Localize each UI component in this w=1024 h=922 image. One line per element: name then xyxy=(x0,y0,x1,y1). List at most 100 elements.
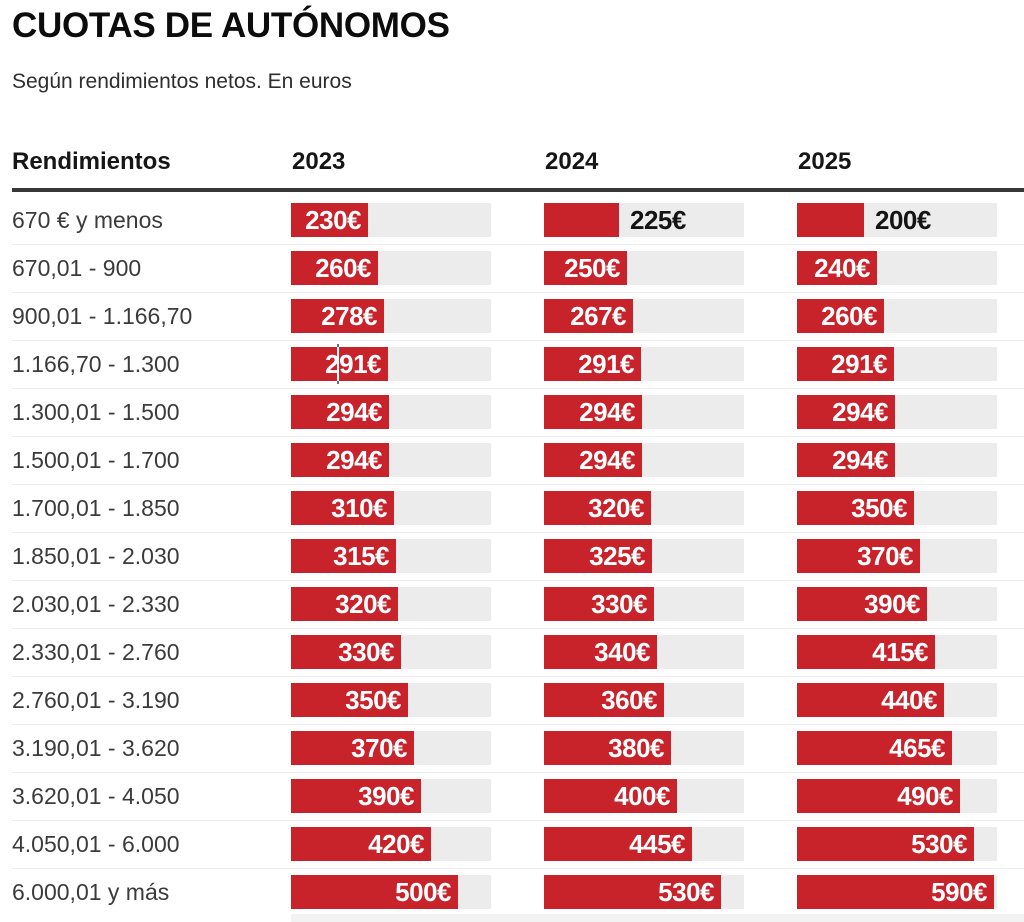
bar-track-2025: 294€ xyxy=(797,443,997,477)
bar-value-label-2025: 440€ xyxy=(881,685,937,715)
bar-2025: 530€ xyxy=(797,827,974,861)
bar-2023: 370€ xyxy=(291,731,414,765)
bar-track-2024: 294€ xyxy=(544,395,744,429)
income-bracket-label: 1.850,01 - 2.030 xyxy=(12,543,180,569)
bar-value-label-2024: 250€ xyxy=(564,253,620,283)
income-bracket-label: 4.050,01 - 6.000 xyxy=(12,831,180,857)
bar-2024: 445€ xyxy=(544,827,692,861)
bar-2024: 380€ xyxy=(544,731,671,765)
bar-track-2023: 320€ xyxy=(291,587,491,621)
bar-value-label-2024: 530€ xyxy=(658,877,714,907)
table-row: 4.050,01 - 6.000 420€ 445€ 530€ xyxy=(0,820,1024,868)
bar-track-2025: 465€ xyxy=(797,731,997,765)
bar-2024: 267€ xyxy=(544,299,633,333)
bar-2023: 291€ xyxy=(291,344,388,384)
bar-2025: 294€ xyxy=(797,443,895,477)
column-header-2025: 2025 xyxy=(798,148,852,175)
bar-2024: 294€ xyxy=(544,443,642,477)
bar-2023: 260€ xyxy=(291,251,378,285)
bar-value-label-2023: 294€ xyxy=(326,445,382,475)
bar-2023: 500€ xyxy=(291,875,458,909)
bar-value-label-2023: 310€ xyxy=(331,493,387,523)
bar-track-2023: 350€ xyxy=(291,683,491,717)
income-bracket-label: 2.760,01 - 3.190 xyxy=(12,687,180,713)
bar-track-2025: 390€ xyxy=(797,587,997,621)
bar-track-2025: 530€ xyxy=(797,827,997,861)
bar-value-label-2025: 465€ xyxy=(889,733,945,763)
column-header-2024: 2024 xyxy=(545,148,599,175)
bar-track-2024: 320€ xyxy=(544,491,744,525)
table-row: 1.700,01 - 1.850 310€ 320€ 350€ xyxy=(0,484,1024,532)
bar-2023: 320€ xyxy=(291,587,398,621)
bar-value-label-2025: 200€ xyxy=(875,205,931,235)
bar-2024: 225€ xyxy=(544,203,686,237)
income-bracket-label: 670 € y menos xyxy=(12,207,163,233)
bar-value-label-2023: 500€ xyxy=(395,877,451,907)
income-bracket-label: 2.030,01 - 2.330 xyxy=(12,591,180,617)
bar-value-label-2024: 330€ xyxy=(591,589,647,619)
bar-value-label-2024: 380€ xyxy=(608,733,664,763)
bar-value-label-2023: 315€ xyxy=(333,541,389,571)
bar-2023: 350€ xyxy=(291,683,408,717)
bar-value-label-2025: 390€ xyxy=(864,589,920,619)
bar-2025: 240€ xyxy=(797,251,877,285)
bar-value-label-2025: 291€ xyxy=(831,349,887,379)
bar-value-label-2025: 490€ xyxy=(897,781,953,811)
bar-2025: 390€ xyxy=(797,587,927,621)
bar-2024: 400€ xyxy=(544,779,677,813)
bar-value-label-2024: 340€ xyxy=(594,637,650,667)
table-row: 2.330,01 - 2.760 330€ 340€ 415€ xyxy=(0,628,1024,676)
table-row: 670 € y menos 230€ 225€ 200€ xyxy=(0,196,1024,244)
bar-track-2025: 200€ xyxy=(797,203,997,237)
bar-value-label-2024: 400€ xyxy=(614,781,670,811)
bar-track-2023: 294€ xyxy=(291,395,491,429)
income-bracket-label: 900,01 - 1.166,70 xyxy=(12,303,193,329)
bar-track-2024: 380€ xyxy=(544,731,744,765)
table-row: 6.000,01 y más 500€ 530€ 590€ xyxy=(0,868,1024,916)
column-header-2023: 2023 xyxy=(292,148,346,175)
table-row: 1.166,70 - 1.300 291€ 291€ 291€ xyxy=(0,340,1024,388)
table-body: 670 € y menos 230€ 225€ 200€ 670,01 - 90… xyxy=(0,196,1024,916)
bar-track-2023: 230€ xyxy=(291,203,491,237)
bar-2025: 590€ xyxy=(797,875,994,909)
bar-track-2025: 370€ xyxy=(797,539,997,573)
bar-value-label-2025: 530€ xyxy=(911,829,967,859)
chart-title: CUOTAS DE AUTÓNOMOS xyxy=(12,6,450,45)
bar-value-label-2025: 240€ xyxy=(814,253,870,283)
bar-2023: 230€ xyxy=(291,203,368,237)
bar-track-2023: 291€ xyxy=(291,344,491,384)
bar-2025: 415€ xyxy=(797,635,935,669)
bar-track-2023: 370€ xyxy=(291,731,491,765)
bar-value-label-2023: 330€ xyxy=(338,637,394,667)
bar-track-2024: 400€ xyxy=(544,779,744,813)
bar-2025: 370€ xyxy=(797,539,920,573)
income-bracket-label: 1.500,01 - 1.700 xyxy=(12,447,180,473)
income-bracket-label: 2.330,01 - 2.760 xyxy=(12,639,180,665)
bar-value-label-2025: 260€ xyxy=(821,301,877,331)
bar-track-2024: 445€ xyxy=(544,827,744,861)
bar-track-2025: 260€ xyxy=(797,299,997,333)
bar-track-2024: 250€ xyxy=(544,251,744,285)
bar-value-label-2024: 445€ xyxy=(629,829,685,859)
bar-2024: 330€ xyxy=(544,587,654,621)
bar-track-2024: 340€ xyxy=(544,635,744,669)
bar-value-label-2023: 420€ xyxy=(368,829,424,859)
bar-track-2023: 278€ xyxy=(291,299,491,333)
bar-2024: 340€ xyxy=(544,635,657,669)
bar-value-label-2025: 294€ xyxy=(832,397,888,427)
table-row: 670,01 - 900 260€ 250€ 240€ xyxy=(0,244,1024,292)
bar-track-2023: 315€ xyxy=(291,539,491,573)
bar-track-2025: 240€ xyxy=(797,251,997,285)
bar-2024: 360€ xyxy=(544,683,664,717)
bar-2025: 350€ xyxy=(797,491,914,525)
bar-value-label-2023: 260€ xyxy=(315,253,371,283)
bar-track-2023: 294€ xyxy=(291,443,491,477)
bar-track-2023: 500€ xyxy=(291,875,491,909)
bar-value-label-2023: 320€ xyxy=(335,589,391,619)
bottom-strip xyxy=(291,914,1024,922)
bar-value-label-2024: 291€ xyxy=(578,349,634,379)
table-row: 900,01 - 1.166,70 278€ 267€ 260€ xyxy=(0,292,1024,340)
bar-track-2025: 350€ xyxy=(797,491,997,525)
bar-2025: 294€ xyxy=(797,395,895,429)
table-row: 3.190,01 - 3.620 370€ 380€ 465€ xyxy=(0,724,1024,772)
